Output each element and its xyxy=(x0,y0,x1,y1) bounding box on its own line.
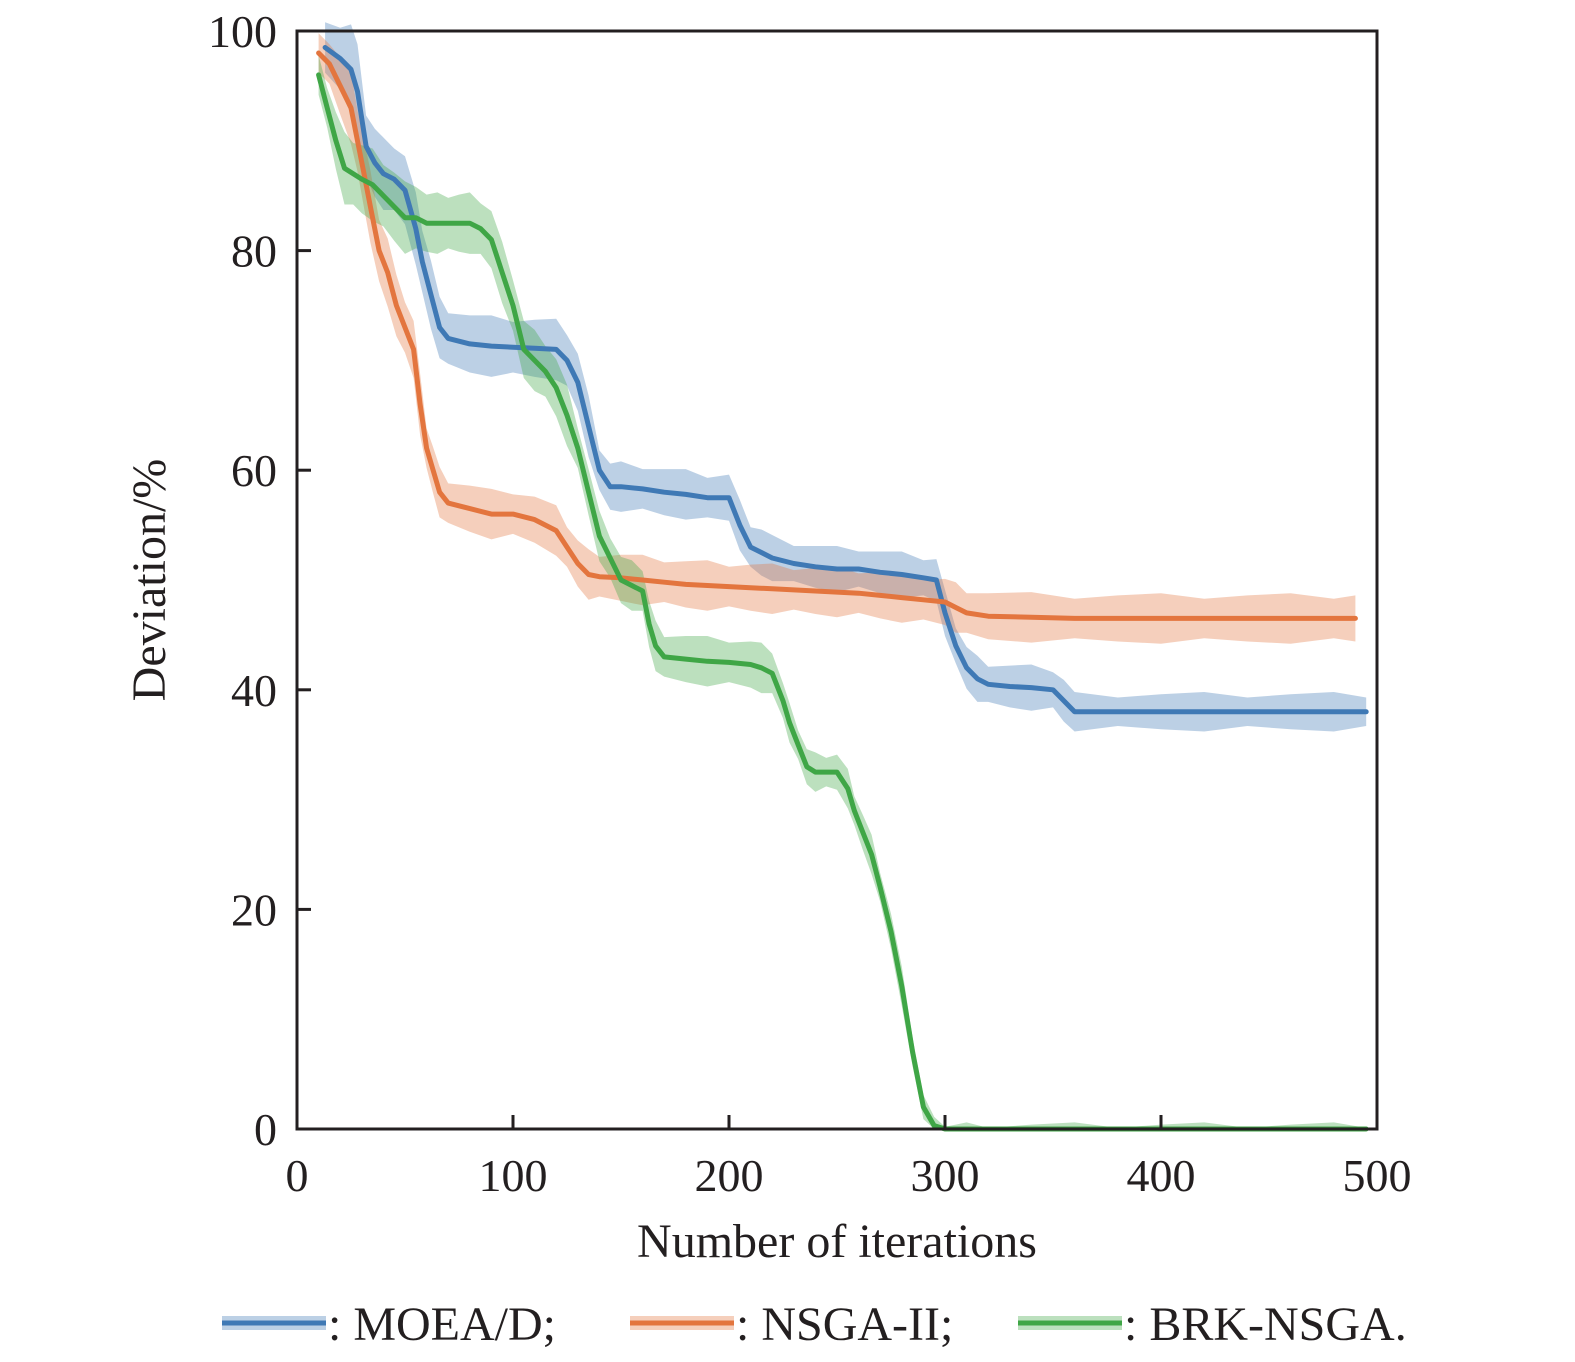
legend-label: : NSGA-II; xyxy=(736,1298,953,1351)
axis-ticks: 0 100 200 300 400 500 0 20 40 60 80 100 xyxy=(208,6,1412,1201)
band-1 xyxy=(325,22,1367,732)
y-tick-label: 100 xyxy=(208,6,277,57)
y-tick-label: 0 xyxy=(254,1104,277,1155)
legend-label: : MOEA/D; xyxy=(328,1298,556,1351)
x-tick-label: 500 xyxy=(1343,1150,1412,1201)
y-tick-label: 80 xyxy=(231,226,277,277)
y-axis-title: Deviation/% xyxy=(123,459,176,702)
x-tick-label: 300 xyxy=(911,1150,980,1201)
series-line-1 xyxy=(322,45,1369,715)
x-tick-label: 400 xyxy=(1127,1150,1196,1201)
series-line-2 xyxy=(316,50,1358,621)
y-tick-label: 60 xyxy=(231,445,277,496)
legend-label: : BRK-NSGA. xyxy=(1124,1298,1407,1351)
x-axis-title: Number of iterations xyxy=(637,1215,1037,1268)
y-tick-label: 20 xyxy=(231,884,277,935)
x-tick-label: 200 xyxy=(695,1150,764,1201)
legend: : MOEA/D; : NSGA-II; : BRK-NSGA. xyxy=(222,1298,1407,1351)
y-tick-label: 40 xyxy=(231,665,277,716)
plot-frame xyxy=(295,29,1379,1131)
confidence-bands xyxy=(318,22,1367,1130)
x-tick-label: 100 xyxy=(479,1150,548,1201)
x-tick-label: 0 xyxy=(286,1150,309,1201)
